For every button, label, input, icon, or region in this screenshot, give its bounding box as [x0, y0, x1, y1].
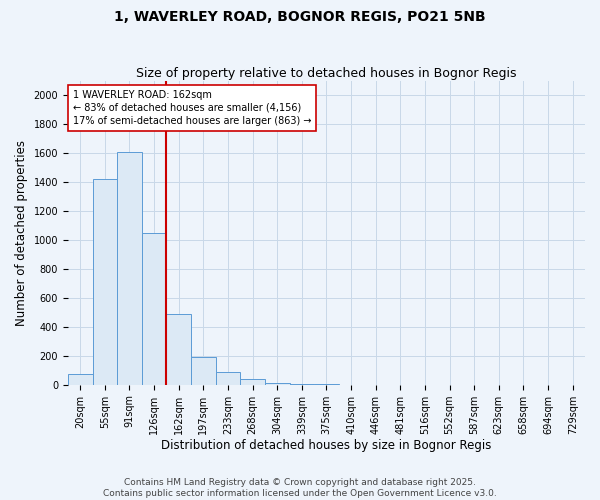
Text: Contains HM Land Registry data © Crown copyright and database right 2025.
Contai: Contains HM Land Registry data © Crown c… — [103, 478, 497, 498]
Bar — [92, 179, 117, 384]
X-axis label: Distribution of detached houses by size in Bognor Regis: Distribution of detached houses by size … — [161, 440, 491, 452]
Bar — [166, 314, 191, 384]
Bar — [117, 152, 142, 384]
Title: Size of property relative to detached houses in Bognor Regis: Size of property relative to detached ho… — [136, 66, 517, 80]
Bar — [265, 382, 290, 384]
Bar — [68, 374, 92, 384]
Text: 1, WAVERLEY ROAD, BOGNOR REGIS, PO21 5NB: 1, WAVERLEY ROAD, BOGNOR REGIS, PO21 5NB — [114, 10, 486, 24]
Bar — [142, 232, 166, 384]
Bar — [215, 372, 240, 384]
Bar — [191, 357, 215, 384]
Text: 1 WAVERLEY ROAD: 162sqm
← 83% of detached houses are smaller (4,156)
17% of semi: 1 WAVERLEY ROAD: 162sqm ← 83% of detache… — [73, 90, 311, 126]
Y-axis label: Number of detached properties: Number of detached properties — [15, 140, 28, 326]
Bar — [240, 379, 265, 384]
